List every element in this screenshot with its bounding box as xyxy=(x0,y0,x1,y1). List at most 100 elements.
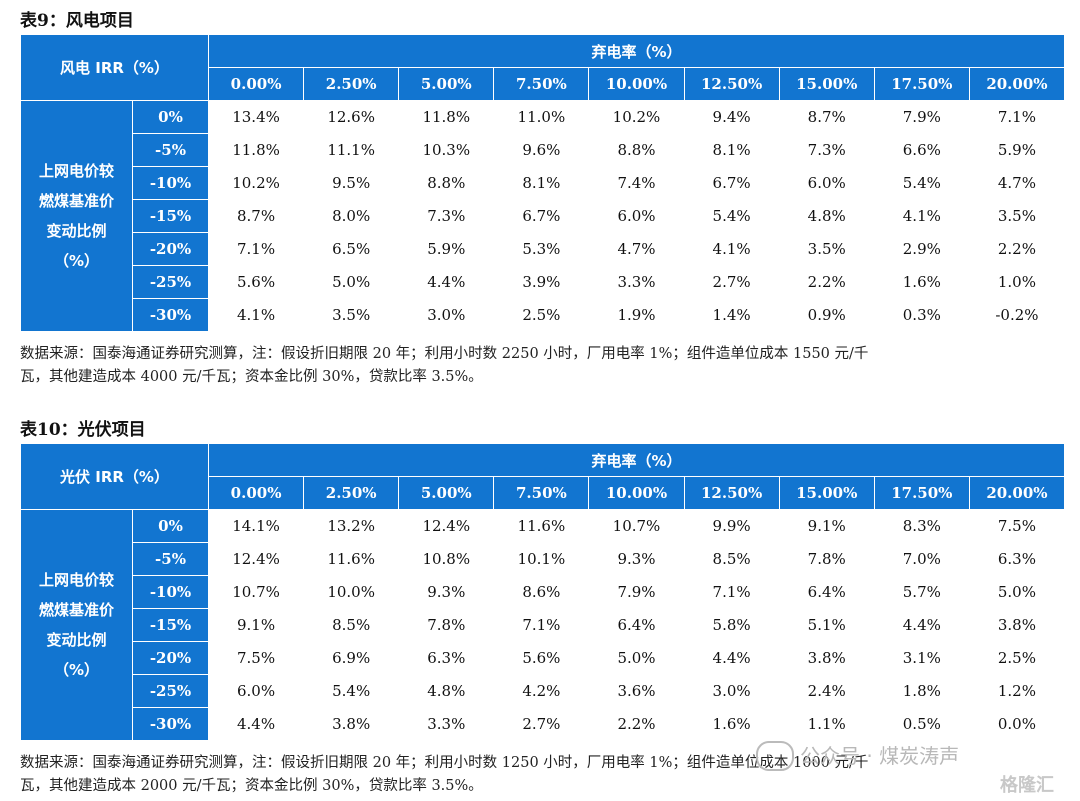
table9-title: 表9：风电项目 xyxy=(20,11,134,31)
row-header: 0% xyxy=(132,509,209,543)
irr-cell: 1.8% xyxy=(873,674,970,708)
irr-cell: 10.8% xyxy=(398,542,495,576)
table-row: -30% 4.1% 3.5% 3.0% 2.5% 1.9% 1.4% 0.9% 0.3% -0.2… xyxy=(21,298,1066,332)
irr-cell: 8.8% xyxy=(398,166,495,200)
irr-cell: 5.0% xyxy=(588,641,685,675)
irr-cell: 5.4% xyxy=(303,674,400,708)
irr-cell: 7.5% xyxy=(207,641,305,675)
irr-cell: 8.1% xyxy=(493,166,590,200)
row-group-line: （%） xyxy=(53,252,100,270)
irr-cell: 5.0% xyxy=(303,265,400,299)
irr-cell: 9.5% xyxy=(303,166,400,200)
irr-cell: 1.6% xyxy=(683,707,780,741)
irr-cell: 5.0% xyxy=(968,575,1066,609)
irr-cell: 2.4% xyxy=(778,674,875,708)
irr-cell: 0.3% xyxy=(873,298,970,332)
irr-cell: 11.8% xyxy=(398,100,495,134)
column-header: 2.50% xyxy=(303,476,400,510)
table9-source-note: 数据来源：国泰海通证券研究测算，注：假设折旧期限 20 年；利用小时数 2250… xyxy=(20,343,1070,389)
irr-cell: 4.4% xyxy=(683,641,780,675)
table10-source-note: 数据来源：国泰海通证券研究测算，注：假设折旧期限 20 年；利用小时数 1250… xyxy=(20,752,1070,798)
irr-cell: 8.5% xyxy=(683,542,780,576)
table-row: -25% 5.6% 5.0% 4.4% 3.9% 3.3% 2.7% 2.2% 1.6% 1.0% xyxy=(21,265,1066,299)
irr-cell: 10.0% xyxy=(303,575,400,609)
irr-cell: 3.5% xyxy=(968,199,1066,233)
irr-cell: 7.8% xyxy=(398,608,495,642)
irr-cell: 2.2% xyxy=(968,232,1066,266)
row-group-line: 燃煤基准价 xyxy=(38,192,114,210)
column-header: 12.50% xyxy=(683,476,780,510)
column-header: 10.00% xyxy=(588,476,685,510)
irr-cell: 4.4% xyxy=(207,707,305,741)
column-header: 15.00% xyxy=(778,67,875,101)
irr-cell: 13.2% xyxy=(303,509,400,543)
watermark-text: 公众号 · 煤炭涛声 xyxy=(800,744,960,768)
price-change-row-group: 上网电价较 燃煤基准价 变动比例 （%） xyxy=(20,100,133,332)
irr-cell: 4.4% xyxy=(873,608,970,642)
table-row: -30% 4.4% 3.8% 3.3% 2.7% 2.2% 1.6% 1.1% 0.5% 0.0% xyxy=(21,707,1066,741)
row-header: -30% xyxy=(132,707,209,741)
irr-cell: 7.9% xyxy=(873,100,970,134)
irr-cell: 3.3% xyxy=(398,707,495,741)
note-line: 瓦，其他建造成本 4000 元/千瓦；资本金比例 30%，贷款比率 3.5%。 xyxy=(20,369,483,385)
curtailment-rate-header: 弃电率（%） xyxy=(208,443,1065,477)
irr-cell: 8.3% xyxy=(873,509,970,543)
row-header: -10% xyxy=(132,575,209,609)
column-header: 12.50% xyxy=(683,67,780,101)
table-row: -20% 7.5% 6.9% 6.3% 5.6% 5.0% 4.4% 3.8% 3.1% 2.5% xyxy=(21,641,1066,675)
irr-cell: 5.4% xyxy=(873,166,970,200)
irr-cell: 7.3% xyxy=(398,199,495,233)
row-group-line: 变动比例 xyxy=(46,631,107,649)
column-header: 7.50% xyxy=(493,476,590,510)
irr-cell: 1.6% xyxy=(873,265,970,299)
irr-cell: 13.4% xyxy=(207,100,305,134)
row-header: -20% xyxy=(132,232,209,266)
irr-cell: 6.7% xyxy=(683,166,780,200)
wind-irr-table: 风电 IRR（%） 弃电率（%） 0.00% 2.50% 5.00% 7.50% 10.00… xyxy=(20,34,1066,332)
irr-cell: 9.1% xyxy=(207,608,305,642)
irr-cell: 4.4% xyxy=(398,265,495,299)
irr-cell: 10.3% xyxy=(398,133,495,167)
irr-cell: 0.0% xyxy=(968,707,1066,741)
irr-cell: 2.7% xyxy=(493,707,590,741)
irr-cell: 6.9% xyxy=(303,641,400,675)
irr-cell: 4.1% xyxy=(683,232,780,266)
irr-cell: 12.6% xyxy=(303,100,400,134)
irr-cell: 4.7% xyxy=(588,232,685,266)
irr-cell: 8.6% xyxy=(493,575,590,609)
irr-cell: 3.8% xyxy=(303,707,400,741)
pv-irr-table: 光伏 IRR（%） 弃电率（%） 0.00% 2.50% 5.00% 7.50% 10.00… xyxy=(20,443,1066,741)
irr-cell: 5.4% xyxy=(683,199,780,233)
irr-cell: 5.7% xyxy=(873,575,970,609)
note-line: 数据来源：国泰海通证券研究测算，注：假设折旧期限 20 年；利用小时数 2250… xyxy=(20,346,869,362)
irr-cell: 7.4% xyxy=(588,166,685,200)
column-header: 20.00% xyxy=(968,476,1066,510)
irr-cell: 5.1% xyxy=(778,608,875,642)
irr-cell: 7.1% xyxy=(968,100,1066,134)
table-row: -15% 9.1% 8.5% 7.8% 7.1% 6.4% 5.8% 5.1% 4.4% 3.8% xyxy=(21,608,1066,642)
irr-cell: 6.0% xyxy=(207,674,305,708)
irr-cell: 8.5% xyxy=(303,608,400,642)
irr-cell: 4.1% xyxy=(873,199,970,233)
irr-cell: 11.6% xyxy=(493,509,590,543)
watermark-logo: 格隆汇 xyxy=(1000,775,1054,796)
irr-cell: 3.8% xyxy=(968,608,1066,642)
irr-cell: 6.6% xyxy=(873,133,970,167)
price-change-row-group: 上网电价较 燃煤基准价 变动比例 （%） xyxy=(20,509,133,741)
column-header: 17.50% xyxy=(873,476,970,510)
irr-cell: 7.1% xyxy=(493,608,590,642)
irr-cell: 1.4% xyxy=(683,298,780,332)
column-header-row: 0.00% 2.50% 5.00% 7.50% 10.00% 12.50% 15.00% 17… xyxy=(21,67,1066,101)
irr-cell: 3.5% xyxy=(778,232,875,266)
column-header: 5.00% xyxy=(398,476,495,510)
note-line: 数据来源：国泰海通证券研究测算，注：假设折旧期限 20 年；利用小时数 1250… xyxy=(20,755,869,771)
irr-cell: 1.1% xyxy=(778,707,875,741)
row-header: -10% xyxy=(132,166,209,200)
row-header: -30% xyxy=(132,298,209,332)
irr-cell: 6.0% xyxy=(588,199,685,233)
irr-cell: 14.1% xyxy=(207,509,305,543)
irr-cell: 12.4% xyxy=(207,542,305,576)
irr-cell: 3.8% xyxy=(778,641,875,675)
irr-cell: 6.4% xyxy=(588,608,685,642)
irr-cell: 7.5% xyxy=(968,509,1066,543)
